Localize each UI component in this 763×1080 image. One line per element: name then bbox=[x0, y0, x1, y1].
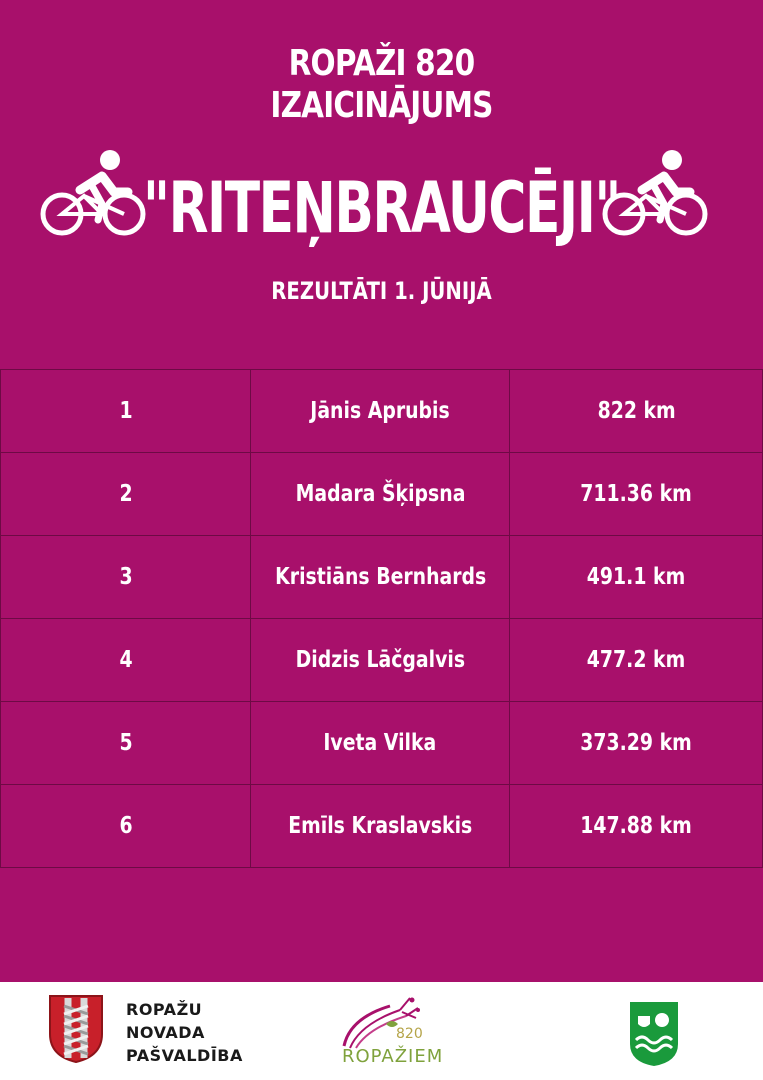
table-row: 3 Kristiāns Bernhards 491.1 km bbox=[0, 535, 763, 619]
distance-cell: 147.88 km bbox=[509, 784, 763, 868]
name-text: Madara Šķipsna bbox=[295, 481, 466, 507]
distance-cell: 477.2 km bbox=[509, 618, 763, 702]
table-row: 5 Iveta Vilka 373.29 km bbox=[0, 701, 763, 785]
table-row: 2 Madara Šķipsna 711.36 km bbox=[0, 452, 763, 536]
name-cell: Jānis Aprubis bbox=[250, 369, 511, 453]
name-cell: Madara Šķipsna bbox=[250, 452, 511, 536]
rank-cell: 5 bbox=[0, 701, 252, 785]
name-text: Emīls Kraslavskis bbox=[288, 813, 473, 839]
organization-name: ROPAŽU NOVADA PAŠVALDĪBA bbox=[126, 998, 243, 1067]
headline: "RITEŅBRAUCĒJI" bbox=[143, 167, 621, 249]
org-line-2: NOVADA bbox=[126, 1023, 205, 1042]
title-line-2: IZAICINĀJUMS bbox=[270, 85, 493, 126]
distance-cell: 711.36 km bbox=[509, 452, 763, 536]
name-text: Iveta Vilka bbox=[323, 730, 437, 756]
distance-text: 822 km bbox=[597, 398, 676, 424]
distance-text: 491.1 km bbox=[586, 564, 686, 590]
rank-text: 3 bbox=[119, 564, 133, 590]
distance-cell: 822 km bbox=[509, 369, 763, 453]
title-line-1: ROPAŽI 820 bbox=[288, 43, 476, 84]
org-line-3: PAŠVALDĪBA bbox=[126, 1046, 243, 1065]
rank-text: 4 bbox=[119, 647, 133, 673]
rank-cell: 6 bbox=[0, 784, 252, 868]
name-text: Didzis Lāčgalvis bbox=[295, 647, 466, 673]
rank-text: 2 bbox=[119, 481, 133, 507]
anniversary-word: ROPAŽIEM bbox=[342, 1046, 444, 1067]
name-cell: Emīls Kraslavskis bbox=[250, 784, 511, 868]
rank-text: 6 bbox=[119, 813, 133, 839]
results-table: 1 Jānis Aprubis 822 km 2 Madara Šķipsna … bbox=[0, 369, 763, 868]
cyclist-icon bbox=[40, 150, 146, 236]
name-text: Kristiāns Bernhards bbox=[274, 564, 486, 590]
rank-cell: 4 bbox=[0, 618, 252, 702]
name-text: Jānis Aprubis bbox=[310, 398, 451, 424]
cyclist-icon bbox=[602, 150, 708, 236]
anniversary-logo-icon bbox=[342, 997, 420, 1049]
rank-cell: 3 bbox=[0, 535, 252, 619]
rank-text: 1 bbox=[119, 398, 133, 424]
distance-cell: 373.29 km bbox=[509, 701, 763, 785]
distance-text: 373.29 km bbox=[580, 730, 692, 756]
rank-cell: 1 bbox=[0, 369, 252, 453]
name-cell: Didzis Lāčgalvis bbox=[250, 618, 511, 702]
sports-shield-icon bbox=[630, 1002, 678, 1066]
subtitle: REZULTĀTI 1. JŪNIJĀ bbox=[271, 277, 492, 305]
name-cell: Kristiāns Bernhards bbox=[250, 535, 511, 619]
distance-text: 147.88 km bbox=[580, 813, 692, 839]
anniversary-number: 820 bbox=[396, 1026, 423, 1042]
coat-of-arms-icon bbox=[49, 995, 103, 1064]
name-cell: Iveta Vilka bbox=[250, 701, 511, 785]
table-row: 1 Jānis Aprubis 822 km bbox=[0, 369, 763, 453]
distance-text: 477.2 km bbox=[586, 647, 686, 673]
org-line-1: ROPAŽU bbox=[126, 1000, 203, 1019]
table-row: 4 Didzis Lāčgalvis 477.2 km bbox=[0, 618, 763, 702]
distance-cell: 491.1 km bbox=[509, 535, 763, 619]
distance-text: 711.36 km bbox=[580, 481, 692, 507]
rank-cell: 2 bbox=[0, 452, 252, 536]
table-row: 6 Emīls Kraslavskis 147.88 km bbox=[0, 784, 763, 868]
rank-text: 5 bbox=[119, 730, 133, 756]
